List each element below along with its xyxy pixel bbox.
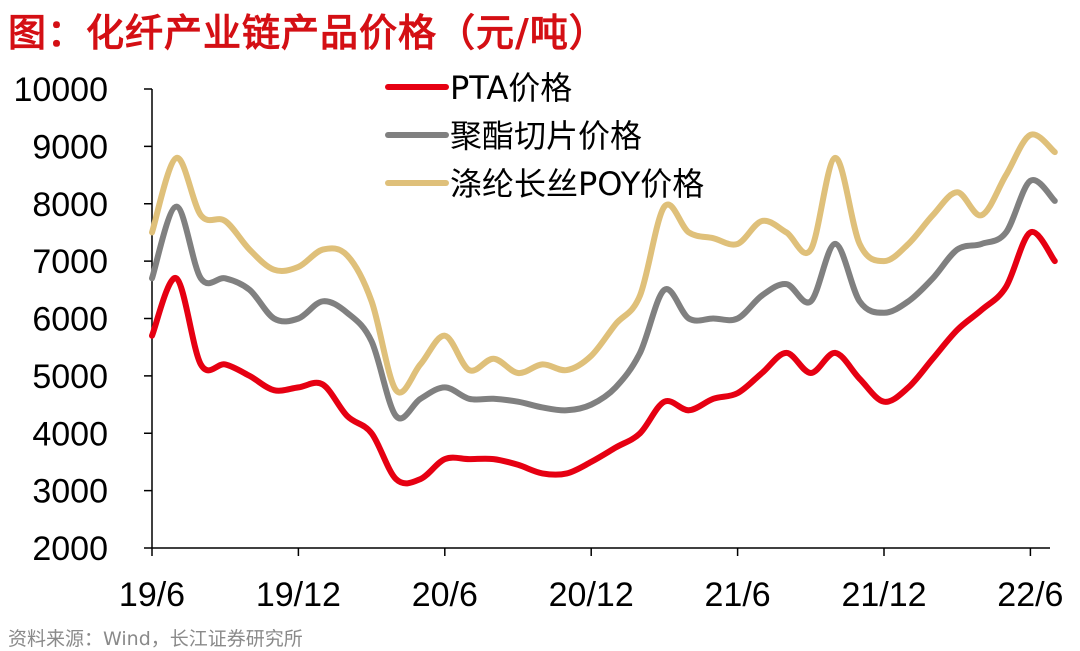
y-tick-label: 10000 [13,71,108,109]
y-tick-label: 3000 [32,473,108,511]
series-line-0 [149,229,1058,487]
y-tick-label: 6000 [32,301,108,339]
x-tick-label: 21/12 [841,576,926,614]
series-line-1 [149,177,1058,422]
y-tick-label: 7000 [32,243,108,281]
x-tick-label: 21/6 [705,576,771,614]
x-tick-label: 19/12 [256,576,341,614]
x-tick-label: 20/6 [412,576,478,614]
axes: 2000 3000 4000 5000 6000 7000 8000 9000 10000 19/… [13,71,1063,614]
y-tick-label: 4000 [32,415,108,453]
x-tick-label: 20/12 [549,576,634,614]
y-tick-label: 2000 [32,530,108,568]
y-tick-label: 5000 [32,358,108,396]
y-tick-label: 9000 [32,128,108,166]
legend-label: PTA价格 [450,69,572,107]
y-tick-label: 8000 [32,186,108,224]
chart-title: 图：化纤产业链产品价格（元/吨） [8,11,608,55]
legend-label: 聚酯切片价格 [450,117,642,155]
x-tick-label: 22/6 [997,576,1063,614]
x-tick-label: 19/6 [119,576,185,614]
series-line-2 [149,131,1058,396]
series-lines [149,131,1058,487]
legend-label: 涤纶长丝POY价格 [450,165,704,203]
source-note: 资料来源：Wind，长江证券研究所 [8,628,303,650]
